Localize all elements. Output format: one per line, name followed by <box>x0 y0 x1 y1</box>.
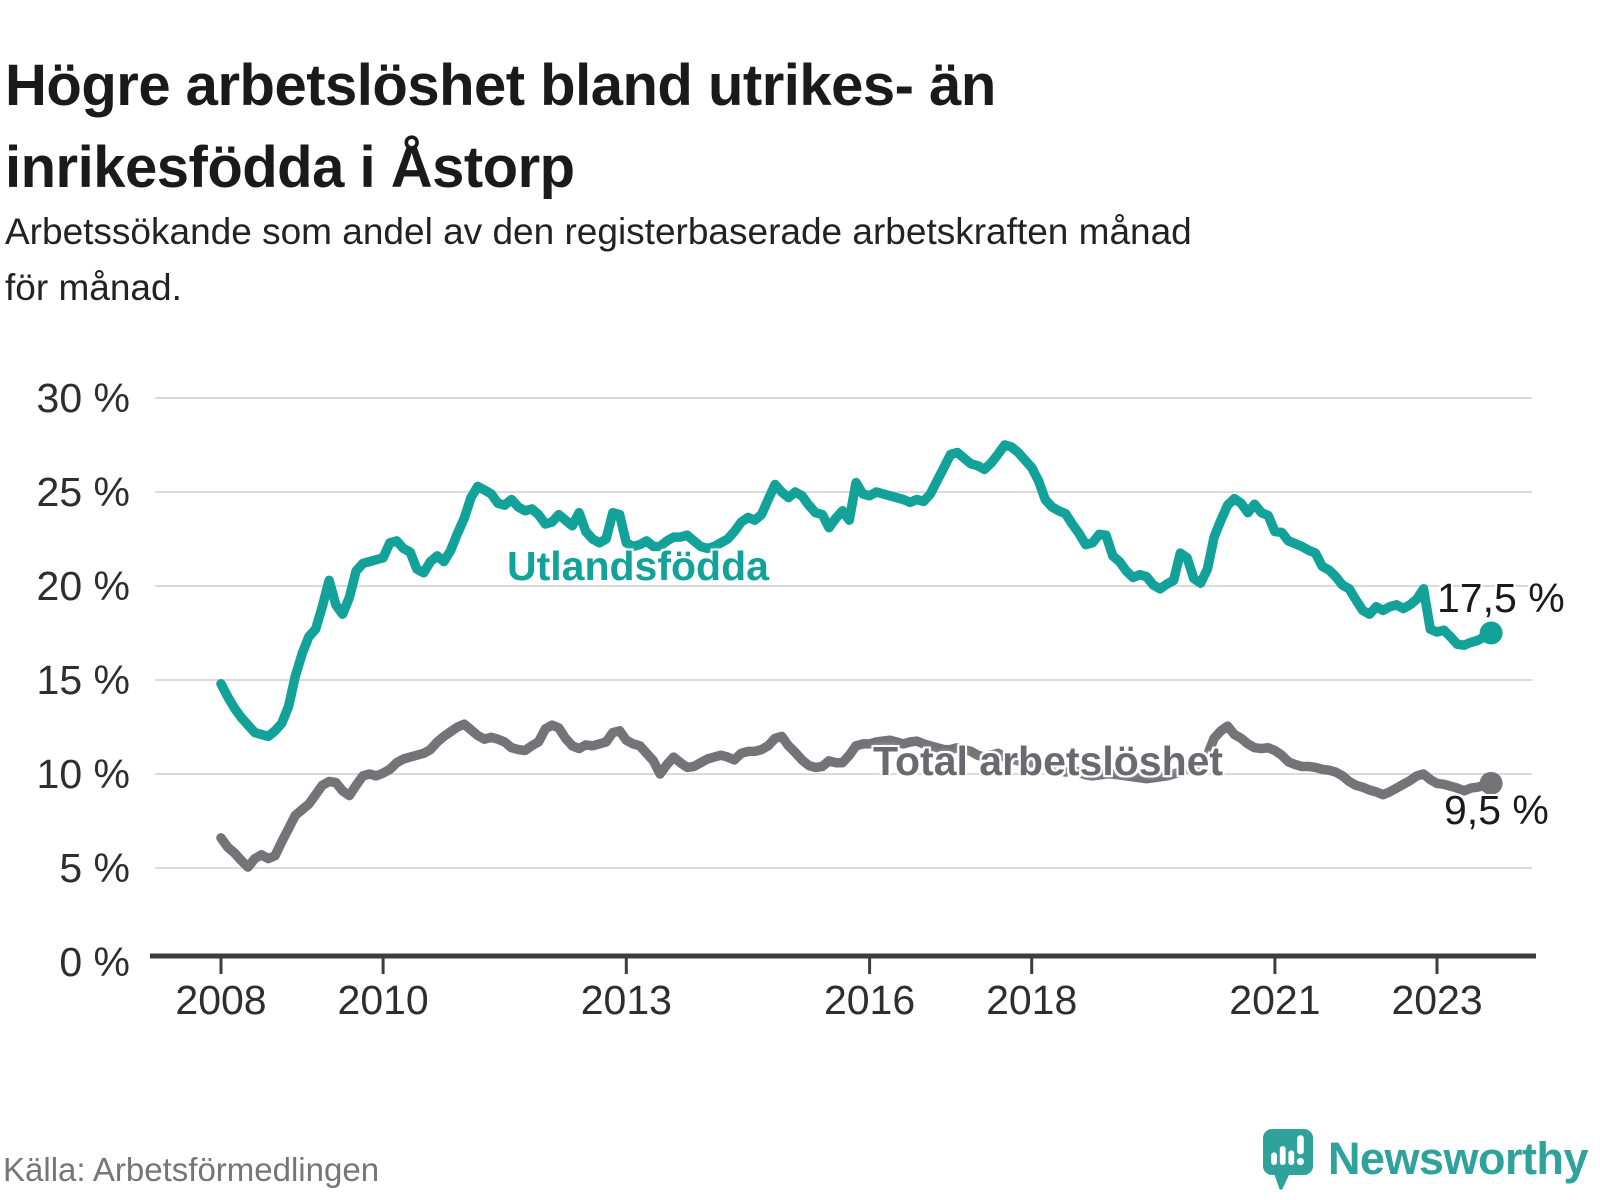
chart-subtitle-line-1: Arbetssökande som andel av den registerb… <box>5 211 1192 252</box>
chart-subtitle-line-2: för månad. <box>5 266 182 308</box>
x-axis-tick-label-2008: 2008 <box>175 977 267 1023</box>
newsworthy-wordmark: Newsworthy <box>1327 1133 1589 1184</box>
line-total-arbetsloshet-end-dot <box>1479 771 1503 795</box>
line-utlandsfodda <box>216 440 1496 742</box>
y-axis-tick-label-30: 30 % <box>36 375 130 421</box>
end-value-label-total: 9,5 % <box>1444 787 1549 833</box>
bar-2 <box>1279 1146 1286 1165</box>
series-label-utlandsfodda: Utlandsfödda <box>507 543 769 589</box>
line-total-arbetsloshet <box>216 719 1496 872</box>
x-axis-tick-label-2018: 2018 <box>986 977 1078 1023</box>
y-axis-tick-label-15: 15 % <box>36 657 130 703</box>
x-axis-tick-label-2013: 2013 <box>580 977 672 1023</box>
exclamation-dot <box>1296 1158 1304 1166</box>
x-axis-tick-label-2023: 2023 <box>1391 977 1483 1023</box>
speech-bubble-shape <box>1262 1129 1313 1190</box>
source-attribution: Källa: Arbetsförmedlingen <box>3 1151 380 1188</box>
series-label-total-arbetsloshet: Total arbetslöshet <box>873 738 1224 784</box>
chart-subtitle: Arbetssökande som andel av den registerb… <box>5 204 1555 315</box>
y-axis-tick-label-10: 10 % <box>36 751 130 797</box>
bar-1 <box>1271 1152 1277 1165</box>
newsworthy-bubble-chart-icon <box>1262 1129 1313 1190</box>
end-value-label-utlandsfodda: 17,5 % <box>1437 575 1565 621</box>
bar-3 <box>1288 1150 1295 1165</box>
x-axis-tick-label-2016: 2016 <box>823 977 916 1023</box>
chart-title-line-2: inrikesfödda i Åstorp <box>5 135 575 201</box>
y-axis-tick-label-5: 5 % <box>59 845 130 891</box>
chart-title: Högre arbetslöshet bland utrikes- än inr… <box>5 45 1355 210</box>
line-utlandsfodda-end-dot <box>1479 621 1503 645</box>
y-axis-tick-label-25: 25 % <box>36 469 130 515</box>
x-axis-tick-label-2021: 2021 <box>1229 977 1321 1023</box>
chart-title-line-1: Högre arbetslöshet bland utrikes- än <box>5 52 996 118</box>
y-axis-tick-label-20: 20 % <box>36 563 130 609</box>
newsworthy-logo: Newsworthy <box>1262 1128 1589 1190</box>
exclamation-bar <box>1297 1135 1304 1155</box>
x-axis-tick-label-2010: 2010 <box>337 977 429 1023</box>
y-axis-tick-label-0: 0 % <box>59 939 130 985</box>
